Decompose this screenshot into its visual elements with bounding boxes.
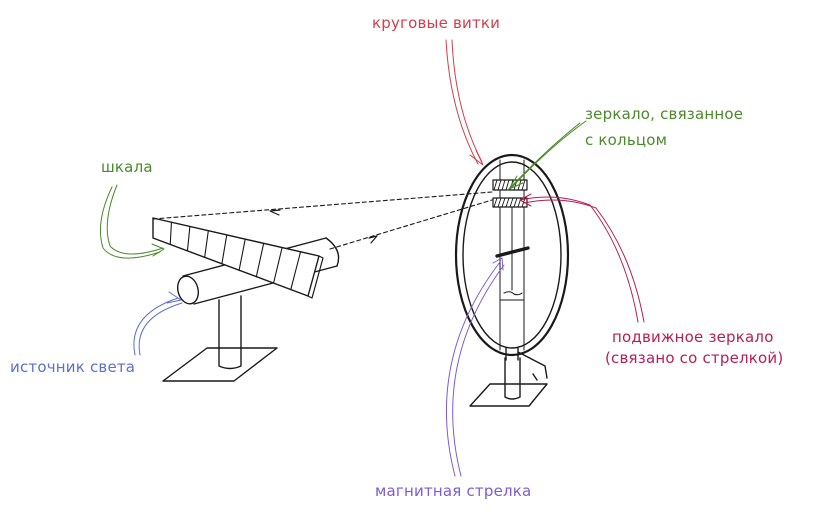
inner-coil: [462, 161, 562, 349]
fixed-mirror-hatch-line: [505, 179, 510, 191]
label-mirror-ring-line1: зеркало, связанное: [585, 105, 744, 123]
outer-coil: [454, 153, 570, 357]
movable-mirror-hatch-line: [509, 197, 514, 208]
scale-division-line: [221, 234, 228, 265]
arrow-incident: [368, 235, 378, 244]
scale-ruler: [152, 217, 324, 299]
leader-mirror-ring: [507, 120, 587, 191]
leader-movable: [519, 193, 645, 323]
label-magnetic-needle: магнитная стрелка: [375, 482, 532, 500]
scale-edge: [307, 255, 324, 299]
scale-division-line: [290, 251, 302, 291]
movable-mirror-hatch-line: [513, 197, 518, 208]
scale-division-line: [186, 225, 191, 252]
ring-galvanometer: [454, 153, 570, 407]
label-mirror-ring-line2: с кольцом: [585, 131, 668, 149]
label-movable-mirror-line2: (связано со стрелкой): [605, 349, 784, 367]
leader-source: [133, 291, 183, 356]
leader-turns: [445, 39, 484, 166]
damper: [499, 284, 525, 301]
scale-division-line: [273, 247, 283, 284]
right-stand-base: [469, 383, 548, 407]
light-beams: [152, 191, 493, 250]
beam-arrows: [269, 209, 378, 244]
leader-needle: [446, 257, 505, 477]
scale-division-line: [255, 242, 265, 278]
movable-mirror-hatch-line: [501, 197, 506, 208]
fixed-mirror-hatch-line: [501, 179, 506, 191]
beam-incident: [329, 199, 493, 250]
label-circular-turns: круговые витки: [372, 14, 501, 32]
label-light-source: источник света: [10, 358, 136, 376]
fixed-mirror-hatch-line: [493, 179, 498, 191]
left-stand-base: [162, 347, 278, 382]
arrow-reflected: [269, 209, 281, 216]
movable-mirror-hatch: [493, 197, 526, 208]
movable-mirror-hatch-line: [493, 197, 498, 208]
left-stand-pillar: [218, 295, 242, 370]
beam-reflected: [152, 191, 493, 220]
fixed-mirror-hatch-line: [521, 179, 526, 191]
label-movable-mirror-line1: подвижное зеркало: [612, 328, 774, 346]
fixed-mirror-hatch-line: [497, 179, 502, 191]
label-scale: шкала: [101, 158, 153, 176]
scale-division-line: [169, 221, 172, 245]
right-stand-pillar: [504, 357, 521, 400]
movable-mirror-hatch-line: [497, 197, 502, 208]
tube-front-end: [176, 275, 200, 305]
scale-division-line: [204, 230, 209, 258]
leader-scale: [99, 184, 165, 259]
left-stand: [162, 295, 278, 382]
tube-back-end: [325, 237, 340, 267]
scale-division-line: [238, 238, 246, 271]
magnetic-needle: [495, 246, 530, 258]
scale-divisions: [169, 221, 302, 291]
coil-leads: [505, 347, 548, 381]
movable-mirror-hatch-line: [505, 197, 510, 208]
